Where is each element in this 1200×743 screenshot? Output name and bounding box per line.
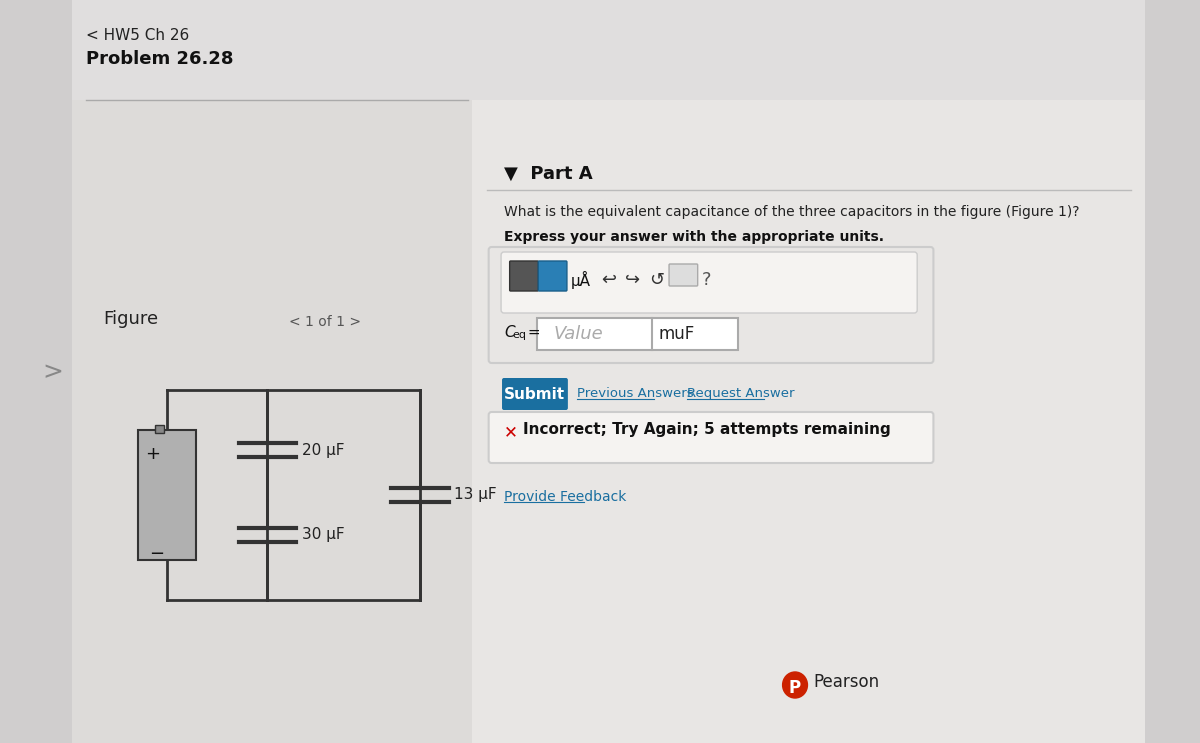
Text: 13 μF: 13 μF [455, 487, 497, 502]
FancyBboxPatch shape [502, 378, 568, 410]
Text: What is the equivalent capacitance of the three capacitors in the figure (Figure: What is the equivalent capacitance of th… [504, 205, 1080, 219]
FancyBboxPatch shape [72, 0, 473, 743]
Text: C: C [504, 325, 515, 340]
Text: ↩: ↩ [601, 271, 617, 289]
Text: Value: Value [553, 325, 604, 343]
Text: µÅ: µÅ [571, 271, 590, 289]
Text: Previous Answers: Previous Answers [577, 387, 694, 400]
Text: Express your answer with the appropriate units.: Express your answer with the appropriate… [504, 230, 884, 244]
Text: ▼  Part A: ▼ Part A [504, 165, 593, 183]
Text: < HW5 Ch 26: < HW5 Ch 26 [86, 28, 190, 43]
Text: Problem 26.28: Problem 26.28 [86, 50, 233, 68]
Text: ↪: ↪ [625, 271, 641, 289]
FancyBboxPatch shape [670, 264, 697, 286]
Text: P: P [788, 679, 802, 697]
Text: < 1 of 1 >: < 1 of 1 > [288, 315, 360, 329]
FancyBboxPatch shape [538, 318, 738, 350]
FancyBboxPatch shape [473, 100, 1145, 743]
Text: >: > [42, 360, 62, 384]
Text: −: − [149, 545, 164, 563]
FancyBboxPatch shape [72, 0, 1145, 100]
FancyBboxPatch shape [502, 252, 917, 313]
FancyBboxPatch shape [539, 261, 566, 291]
Text: Incorrect; Try Again; 5 attempts remaining: Incorrect; Try Again; 5 attempts remaini… [523, 422, 890, 437]
Bar [155, 425, 164, 433]
Text: ✕: ✕ [504, 423, 518, 441]
Text: Request Answer: Request Answer [688, 387, 794, 400]
Text: 30 μF: 30 μF [301, 528, 344, 542]
Text: ↺: ↺ [649, 271, 664, 289]
FancyBboxPatch shape [488, 412, 934, 463]
Circle shape [782, 672, 808, 698]
Text: +: + [145, 445, 160, 463]
Text: =: = [523, 325, 541, 340]
Text: Pearson: Pearson [814, 673, 880, 691]
Text: ?: ? [702, 271, 710, 289]
Text: Figure: Figure [103, 310, 158, 328]
Text: Provide Feedback: Provide Feedback [504, 490, 626, 504]
Text: Submit: Submit [504, 387, 565, 402]
Text: eq: eq [512, 330, 527, 340]
FancyBboxPatch shape [510, 261, 539, 291]
Text: muF: muF [659, 325, 695, 343]
Bar [138, 430, 196, 560]
Text: 20 μF: 20 μF [301, 443, 344, 458]
